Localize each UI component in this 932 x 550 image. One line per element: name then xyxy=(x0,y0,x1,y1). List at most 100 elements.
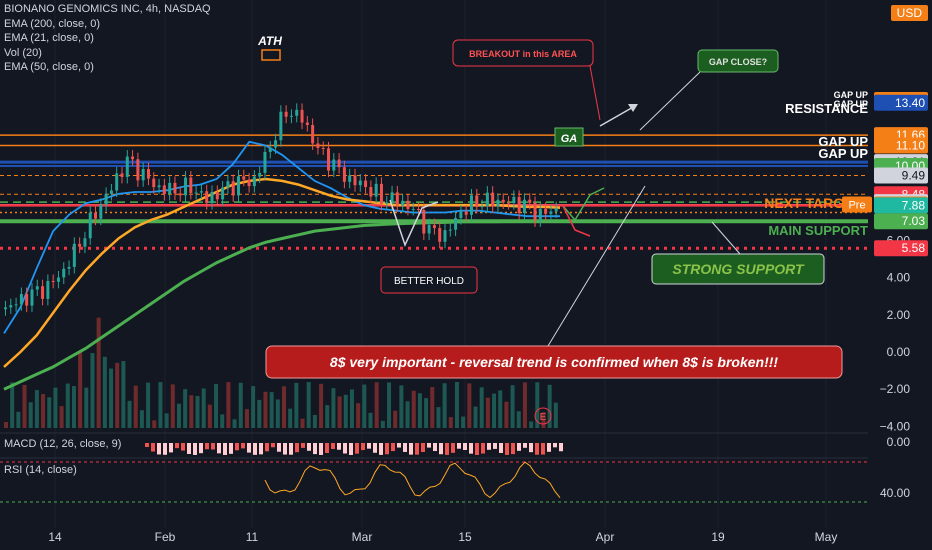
candle-body xyxy=(263,151,267,173)
candle-body xyxy=(274,140,278,148)
candle-body xyxy=(459,211,463,219)
candle-body xyxy=(528,199,532,203)
volume-bar xyxy=(535,382,540,428)
macd-histogram-bar xyxy=(199,443,203,454)
macd-histogram-bar xyxy=(367,443,371,449)
volume-bar xyxy=(201,388,206,428)
macd-histogram-bar xyxy=(385,443,389,455)
macd-histogram-bar xyxy=(205,443,209,450)
candle-body xyxy=(300,109,304,123)
candle-body xyxy=(379,183,383,204)
candle-body xyxy=(252,176,256,187)
volume-bar xyxy=(319,383,324,428)
volume-bar xyxy=(547,384,552,428)
macd-histogram-bar xyxy=(289,443,293,455)
macd-histogram-bar xyxy=(307,443,311,451)
candle-body xyxy=(236,176,240,196)
volume-bar xyxy=(28,402,33,428)
volume-bar xyxy=(10,382,15,428)
candle-body xyxy=(337,159,341,168)
macd-histogram-bar xyxy=(487,443,491,450)
symbol-title[interactable]: BIONANO GENOMICS INC, 4h, NASDAQ xyxy=(4,3,211,15)
macd-histogram-bar xyxy=(379,443,383,455)
indicator-ema50[interactable]: EMA (50, close, 0) xyxy=(4,61,94,73)
candle-body xyxy=(4,307,7,310)
candle-body xyxy=(104,193,108,205)
chart-legend: BIONANO GENOMICS INC, 4h, NASDAQ EMA (20… xyxy=(4,2,211,75)
volume-bar xyxy=(479,387,484,428)
macd-legend[interactable]: MACD (12, 26, close, 9) xyxy=(4,438,122,450)
macd-histogram-bar xyxy=(211,443,215,450)
volume-bar xyxy=(158,382,163,428)
candle-body xyxy=(226,181,230,188)
macd-histogram-bar xyxy=(553,443,557,448)
volume-bar xyxy=(522,382,527,428)
candle-body xyxy=(41,286,45,299)
indicator-vol[interactable]: Vol (20) xyxy=(4,46,42,59)
currency-button[interactable]: USD xyxy=(890,5,928,21)
time-axis[interactable]: 14 Feb 11 Mar 15 Apr 19 May xyxy=(48,530,837,544)
candlesticks xyxy=(4,103,558,316)
ema200-line xyxy=(3,219,560,391)
volume-bar xyxy=(417,393,422,428)
candle-body xyxy=(62,268,66,278)
volume-bar xyxy=(238,382,243,428)
macd-histogram-bar xyxy=(523,443,527,448)
volume-bar xyxy=(65,383,70,428)
price-badge xyxy=(874,213,928,230)
volume-bar xyxy=(232,419,237,428)
macd-histogram-bar xyxy=(163,443,167,455)
macd-histogram-bar xyxy=(493,443,497,449)
macd-histogram-bar xyxy=(235,443,239,451)
note-pointer xyxy=(547,185,646,347)
price-badge-label: 7.88 xyxy=(902,198,926,212)
strong-support-label: STRONG SUPPORT xyxy=(672,261,805,277)
candle-body xyxy=(131,156,135,160)
price-badge-label: 11.10 xyxy=(896,139,925,153)
candle-body xyxy=(427,225,431,234)
candle-body xyxy=(485,192,489,207)
macd-histogram-bar xyxy=(271,443,275,448)
macd-histogram-bar xyxy=(169,443,173,453)
price-axis[interactable]: 6.004.002.000.00−2.00−4.0013.5513.4011.6… xyxy=(842,0,932,528)
volume-bar xyxy=(16,411,21,428)
macd-histogram-bar xyxy=(223,443,227,455)
rsi-legend[interactable]: RSI (14, close) xyxy=(4,464,77,476)
ema50-line xyxy=(3,177,561,368)
macd-histogram-bar xyxy=(451,443,455,453)
candle-body xyxy=(184,177,188,196)
candle-body xyxy=(67,266,71,269)
volume-bar xyxy=(269,392,274,428)
volume-bar xyxy=(492,393,497,428)
macd-histogram-bar xyxy=(499,443,503,453)
macd-histogram-bar xyxy=(283,443,287,455)
price-badge xyxy=(874,197,928,214)
macd-zero-label: 0.00 xyxy=(887,435,911,449)
candle-body xyxy=(231,181,235,196)
volume-bar xyxy=(473,406,478,428)
macd-histogram-bar xyxy=(301,443,305,448)
gap-up-label: GAP UP xyxy=(818,146,868,161)
macd-histogram-bar xyxy=(397,443,401,448)
volume-bar xyxy=(498,390,503,428)
indicator-ema21[interactable]: EMA (21, close, 0) xyxy=(4,32,94,44)
indicator-ema200[interactable]: EMA (200, close, 0) xyxy=(4,17,100,30)
price-badge xyxy=(874,137,928,154)
volume-bar xyxy=(251,386,256,428)
candle-body xyxy=(512,196,516,204)
volume-bar xyxy=(263,391,268,428)
volume-bar xyxy=(516,411,521,428)
volume-bar xyxy=(405,401,410,428)
price-tick-label: 2.00 xyxy=(887,308,911,322)
strong-support-pointer xyxy=(711,221,741,255)
macd-histogram-bar xyxy=(535,443,539,455)
volume-bar xyxy=(115,362,120,428)
price-badge-label: 5.58 xyxy=(902,241,926,255)
price-badge xyxy=(874,240,928,257)
ga-box xyxy=(554,127,584,147)
time-tick-label: May xyxy=(815,530,838,544)
volume-bar xyxy=(541,412,546,428)
volume-bar xyxy=(226,382,231,428)
volume-bar xyxy=(34,390,39,428)
